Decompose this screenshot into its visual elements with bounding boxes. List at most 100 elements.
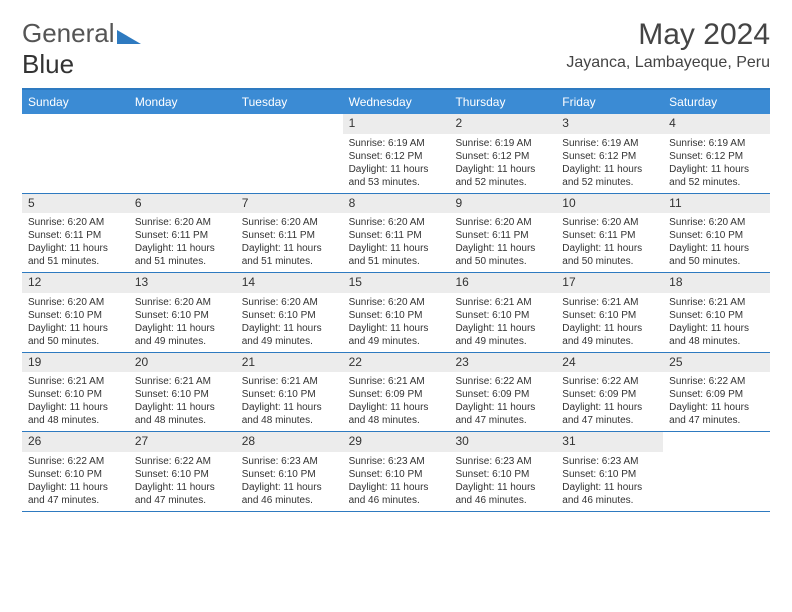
day-cell: 19 Sunrise: 6:21 AMSunset: 6:10 PMDayligh… xyxy=(22,353,129,432)
sunset-text: Sunset: 6:10 PM xyxy=(28,388,123,401)
day-details: Sunrise: 6:22 AMSunset: 6:09 PMDaylight:… xyxy=(556,372,663,431)
sunrise-text: Sunrise: 6:23 AM xyxy=(455,455,550,468)
day-cell: 10Sunrise: 6:20 AMSunset: 6:11 PMDayligh… xyxy=(556,194,663,273)
logo-text: General Blue xyxy=(22,18,141,80)
sunset-text: Sunset: 6:10 PM xyxy=(349,468,444,481)
daylight-text: Daylight: 11 hours and 52 minutes. xyxy=(562,163,657,189)
day-details: Sunrise: 6:20 AMSunset: 6:11 PMDaylight:… xyxy=(129,213,236,272)
day-cell xyxy=(236,114,343,193)
day-details: Sunrise: 6:21 AMSunset: 6:10 PMDaylight:… xyxy=(236,372,343,431)
daylight-text: Daylight: 11 hours and 49 minutes. xyxy=(135,322,230,348)
day-details: Sunrise: 6:20 AMSunset: 6:10 PMDaylight:… xyxy=(22,293,129,352)
day-details: Sunrise: 6:21 AMSunset: 6:10 PMDaylight:… xyxy=(449,293,556,352)
sunset-text: Sunset: 6:10 PM xyxy=(349,309,444,322)
sunset-text: Sunset: 6:11 PM xyxy=(242,229,337,242)
day-cell: 24Sunrise: 6:22 AMSunset: 6:09 PMDayligh… xyxy=(556,353,663,432)
day-cell: 17Sunrise: 6:21 AMSunset: 6:10 PMDayligh… xyxy=(556,273,663,352)
daylight-text: Daylight: 11 hours and 53 minutes. xyxy=(349,163,444,189)
day-number: 30 xyxy=(449,432,556,452)
week-row: 26Sunrise: 6:22 AMSunset: 6:10 PMDayligh… xyxy=(22,432,770,512)
daylight-text: Daylight: 11 hours and 52 minutes. xyxy=(455,163,550,189)
day-cell: 23Sunrise: 6:22 AMSunset: 6:09 PMDayligh… xyxy=(449,353,556,432)
sunrise-text: Sunrise: 6:21 AM xyxy=(242,375,337,388)
daylight-text: Daylight: 11 hours and 46 minutes. xyxy=(349,481,444,507)
daylight-text: Daylight: 11 hours and 46 minutes. xyxy=(455,481,550,507)
sunset-text: Sunset: 6:10 PM xyxy=(562,468,657,481)
daylight-text: Daylight: 11 hours and 48 minutes. xyxy=(28,401,123,427)
sunset-text: Sunset: 6:10 PM xyxy=(242,309,337,322)
day-details: Sunrise: 6:20 AMSunset: 6:11 PMDaylight:… xyxy=(449,213,556,272)
month-title: May 2024 xyxy=(566,18,770,52)
daylight-text: Daylight: 11 hours and 50 minutes. xyxy=(562,242,657,268)
daylight-text: Daylight: 11 hours and 47 minutes. xyxy=(455,401,550,427)
day-cell: 29Sunrise: 6:23 AMSunset: 6:10 PMDayligh… xyxy=(343,432,450,511)
sunset-text: Sunset: 6:09 PM xyxy=(669,388,764,401)
sunrise-text: Sunrise: 6:21 AM xyxy=(28,375,123,388)
day-cell: 7Sunrise: 6:20 AMSunset: 6:11 PMDaylight… xyxy=(236,194,343,273)
day-details: Sunrise: 6:23 AMSunset: 6:10 PMDaylight:… xyxy=(556,452,663,511)
sunrise-text: Sunrise: 6:22 AM xyxy=(28,455,123,468)
day-details: Sunrise: 6:20 AMSunset: 6:10 PMDaylight:… xyxy=(343,293,450,352)
day-number: 14 xyxy=(236,273,343,293)
sunset-text: Sunset: 6:09 PM xyxy=(562,388,657,401)
day-number: 20 xyxy=(129,353,236,373)
sunrise-text: Sunrise: 6:20 AM xyxy=(349,296,444,309)
sunrise-text: Sunrise: 6:20 AM xyxy=(135,216,230,229)
day-number: 19 xyxy=(22,353,129,373)
daylight-text: Daylight: 11 hours and 51 minutes. xyxy=(349,242,444,268)
day-details: Sunrise: 6:19 AMSunset: 6:12 PMDaylight:… xyxy=(449,134,556,193)
day-cell: 31Sunrise: 6:23 AMSunset: 6:10 PMDayligh… xyxy=(556,432,663,511)
header: General Blue May 2024 Jayanca, Lambayequ… xyxy=(22,18,770,80)
day-cell: 21Sunrise: 6:21 AMSunset: 6:10 PMDayligh… xyxy=(236,353,343,432)
daylight-text: Daylight: 11 hours and 47 minutes. xyxy=(135,481,230,507)
day-details: Sunrise: 6:20 AMSunset: 6:11 PMDaylight:… xyxy=(22,213,129,272)
week-row: 1Sunrise: 6:19 AMSunset: 6:12 PMDaylight… xyxy=(22,114,770,194)
day-details: Sunrise: 6:20 AMSunset: 6:10 PMDaylight:… xyxy=(236,293,343,352)
day-number: 31 xyxy=(556,432,663,452)
sunset-text: Sunset: 6:10 PM xyxy=(455,309,550,322)
day-number: 24 xyxy=(556,353,663,373)
day-cell: 13Sunrise: 6:20 AMSunset: 6:10 PMDayligh… xyxy=(129,273,236,352)
week-row: 12Sunrise: 6:20 AMSunset: 6:10 PMDayligh… xyxy=(22,273,770,353)
day-number: 13 xyxy=(129,273,236,293)
day-details: Sunrise: 6:20 AMSunset: 6:11 PMDaylight:… xyxy=(556,213,663,272)
day-details: Sunrise: 6:21 AMSunset: 6:10 PMDaylight:… xyxy=(556,293,663,352)
sunrise-text: Sunrise: 6:20 AM xyxy=(135,296,230,309)
daylight-text: Daylight: 11 hours and 49 minutes. xyxy=(455,322,550,348)
day-number: 2 xyxy=(449,114,556,134)
sunrise-text: Sunrise: 6:20 AM xyxy=(455,216,550,229)
daylight-text: Daylight: 11 hours and 48 minutes. xyxy=(135,401,230,427)
day-number: 3 xyxy=(556,114,663,134)
day-details: Sunrise: 6:23 AMSunset: 6:10 PMDaylight:… xyxy=(449,452,556,511)
sunrise-text: Sunrise: 6:20 AM xyxy=(28,216,123,229)
sunset-text: Sunset: 6:10 PM xyxy=(455,468,550,481)
sunrise-text: Sunrise: 6:20 AM xyxy=(349,216,444,229)
day-cell: 5Sunrise: 6:20 AMSunset: 6:11 PMDaylight… xyxy=(22,194,129,273)
sunset-text: Sunset: 6:11 PM xyxy=(349,229,444,242)
day-number: 26 xyxy=(22,432,129,452)
day-details: Sunrise: 6:22 AMSunset: 6:09 PMDaylight:… xyxy=(663,372,770,431)
sunset-text: Sunset: 6:10 PM xyxy=(135,388,230,401)
day-details: Sunrise: 6:20 AMSunset: 6:11 PMDaylight:… xyxy=(343,213,450,272)
daylight-text: Daylight: 11 hours and 46 minutes. xyxy=(562,481,657,507)
sunrise-text: Sunrise: 6:22 AM xyxy=(669,375,764,388)
day-number: 5 xyxy=(22,194,129,214)
daylight-text: Daylight: 11 hours and 48 minutes. xyxy=(669,322,764,348)
day-number: 1 xyxy=(343,114,450,134)
day-details: Sunrise: 6:21 AMSunset: 6:09 PMDaylight:… xyxy=(343,372,450,431)
day-header: Monday xyxy=(129,90,236,114)
day-number: 25 xyxy=(663,353,770,373)
day-cell: 12Sunrise: 6:20 AMSunset: 6:10 PMDayligh… xyxy=(22,273,129,352)
day-details: Sunrise: 6:23 AMSunset: 6:10 PMDaylight:… xyxy=(236,452,343,511)
daylight-text: Daylight: 11 hours and 47 minutes. xyxy=(28,481,123,507)
day-details: Sunrise: 6:21 AMSunset: 6:10 PMDaylight:… xyxy=(129,372,236,431)
sunset-text: Sunset: 6:10 PM xyxy=(28,468,123,481)
day-details: Sunrise: 6:22 AMSunset: 6:10 PMDaylight:… xyxy=(129,452,236,511)
sunrise-text: Sunrise: 6:21 AM xyxy=(669,296,764,309)
logo-text-1: General xyxy=(22,18,115,48)
day-cell: 9Sunrise: 6:20 AMSunset: 6:11 PMDaylight… xyxy=(449,194,556,273)
sunrise-text: Sunrise: 6:23 AM xyxy=(562,455,657,468)
sunset-text: Sunset: 6:10 PM xyxy=(669,229,764,242)
day-number: 29 xyxy=(343,432,450,452)
day-header: Wednesday xyxy=(343,90,450,114)
